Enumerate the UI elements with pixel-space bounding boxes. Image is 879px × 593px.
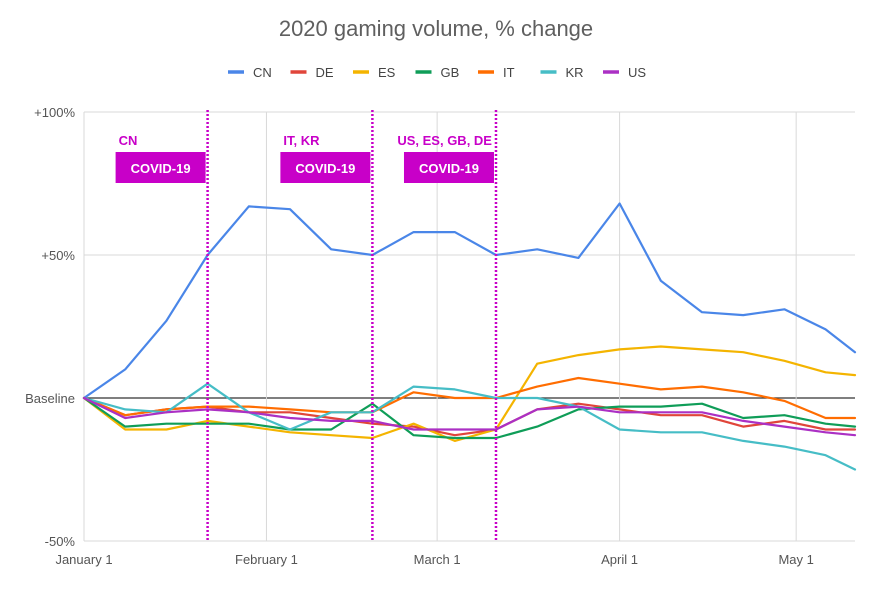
covid-marker-label: COVID-19 — [295, 161, 355, 176]
x-axis: January 1 February 1 March 1 April 1 May 1 — [55, 552, 813, 567]
series-lines — [82, 202, 857, 471]
series-line-gb — [82, 396, 857, 440]
x-tick-label: January 1 — [55, 552, 112, 567]
y-tick-label: +50% — [41, 248, 75, 263]
legend-label-de: DE — [316, 65, 334, 80]
x-tick-label: February 1 — [235, 552, 298, 567]
covid-marker-countries: US, ES, GB, DE — [397, 133, 492, 148]
covid-marker-box — [280, 152, 371, 183]
x-tick-label: March 1 — [414, 552, 461, 567]
legend-label-es: ES — [378, 65, 396, 80]
covid-marker-countries: CN — [119, 133, 138, 148]
y-tick-label: -50% — [45, 534, 76, 549]
chart-title: 2020 gaming volume, % change — [279, 16, 593, 41]
legend-label-us: US — [628, 65, 646, 80]
annotations: CN COVID-19 IT, KR COVID-19 US, ES, GB, DE CO… — [115, 110, 498, 541]
series-line-kr — [82, 382, 857, 471]
series-line-es — [82, 345, 857, 442]
series-line-cn — [82, 202, 857, 400]
covid-marker-label: COVID-19 — [131, 161, 191, 176]
legend-label-kr: KR — [566, 65, 584, 80]
legend-label-cn: CN — [253, 65, 272, 80]
y-tick-label: +100% — [34, 105, 75, 120]
legend-label-it: IT — [503, 65, 515, 80]
gridlines — [83, 111, 855, 542]
legend-label-gb: GB — [441, 65, 460, 80]
y-axis: +100% +50% Baseline -50% — [25, 105, 75, 549]
covid-marker-box — [115, 152, 206, 183]
y-tick-label: Baseline — [25, 391, 75, 406]
series-line-it — [82, 376, 857, 420]
covid-marker-countries: IT, KR — [283, 133, 320, 148]
series-line-us — [82, 396, 857, 437]
legend: CN DE ES GB IT KR US — [228, 65, 646, 80]
x-tick-label: April 1 — [601, 552, 638, 567]
x-tick-label: May 1 — [778, 552, 813, 567]
covid-marker-label: COVID-19 — [419, 161, 479, 176]
covid-marker-box — [403, 152, 494, 183]
